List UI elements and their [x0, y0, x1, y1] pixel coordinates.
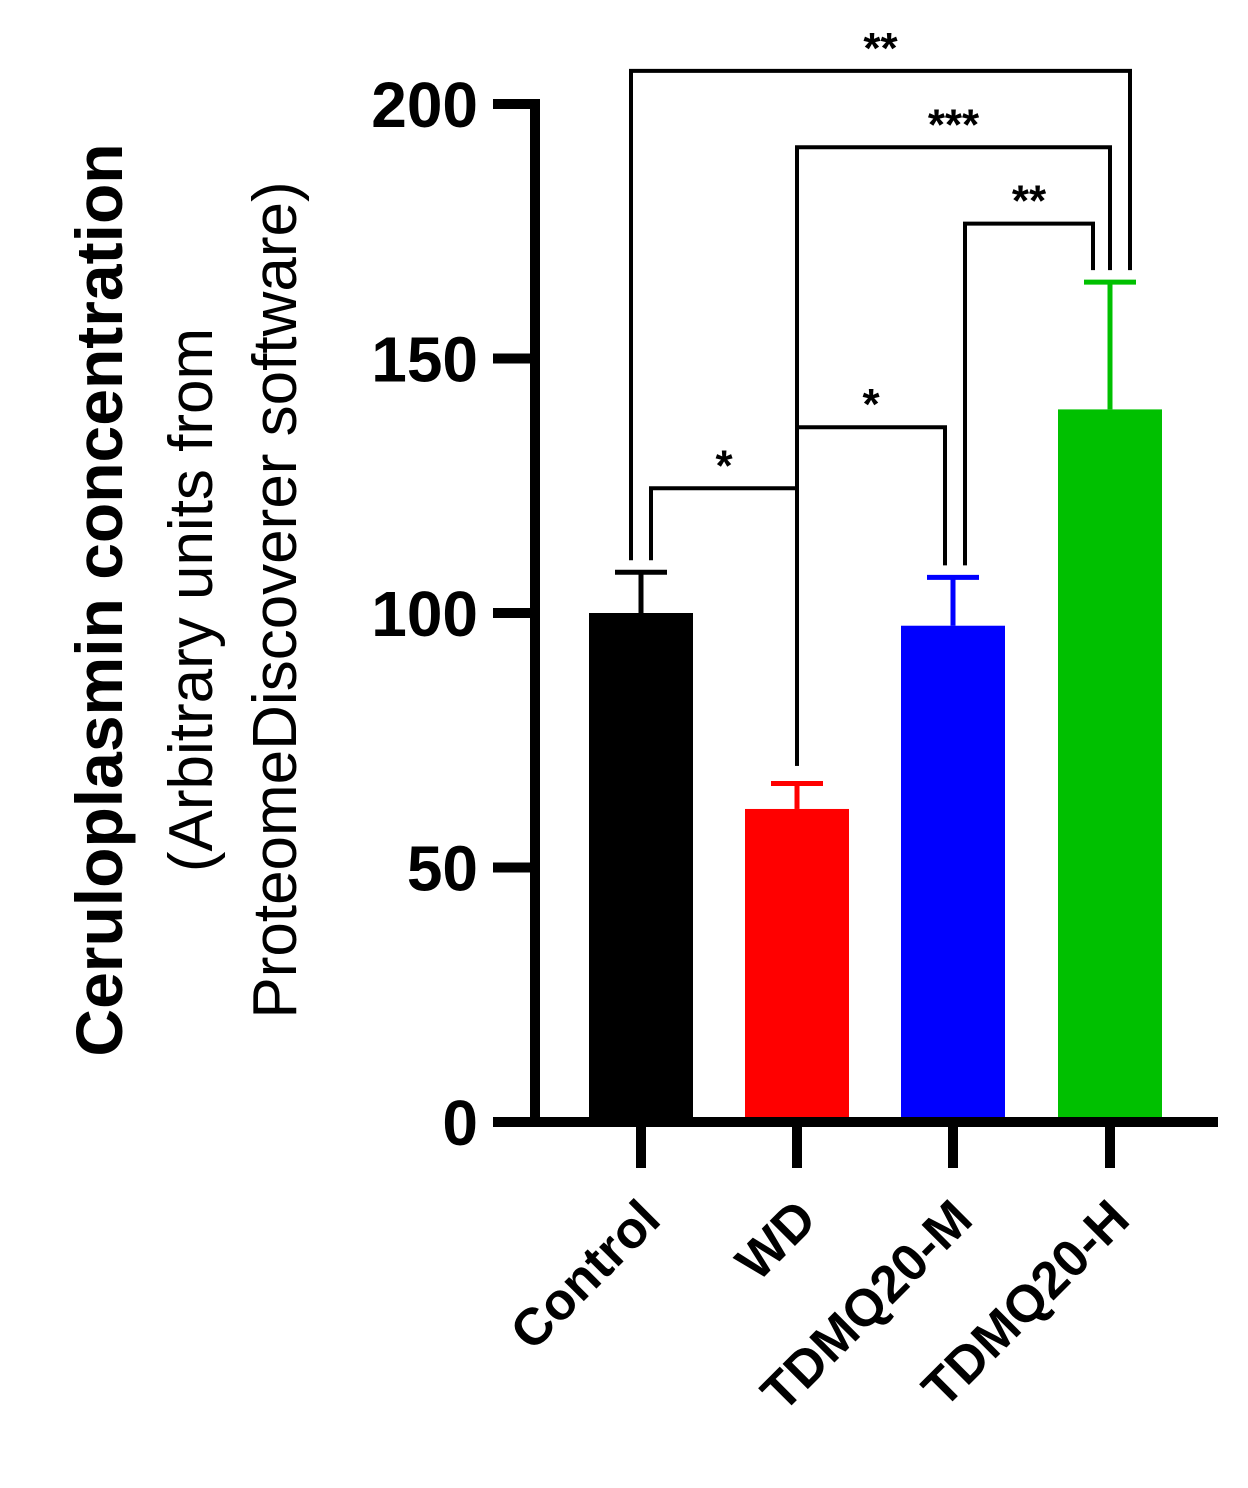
- bar-tdmq20-h: [1058, 409, 1162, 1122]
- y-axis-title: Ceruloplasmin concentration (Arbitrary u…: [62, 143, 310, 1056]
- significance-label: **: [1012, 177, 1047, 226]
- error-bars: [615, 279, 1136, 809]
- significance-label: *: [862, 380, 880, 429]
- significance-label: ***: [928, 100, 980, 149]
- y-tick-label: 100: [371, 578, 478, 650]
- significance-brackets: *********: [629, 24, 1132, 766]
- bars: [589, 409, 1162, 1122]
- y-axis-label-line-1: (Arbitrary units from: [157, 328, 226, 872]
- y-ticks: 0 50 100 150 200: [371, 69, 535, 1159]
- bar-wd: [745, 808, 849, 1122]
- y-axis-label-line-2: ProteomeDiscoverer software): [241, 181, 310, 1018]
- significance-label: **: [863, 24, 898, 73]
- x-tick-label-wd: WD: [725, 1189, 827, 1291]
- x-tick-label-control: Control: [500, 1189, 672, 1361]
- significance-bracket: [963, 221, 1095, 566]
- significance-bracket: [795, 145, 1112, 766]
- significance-label: *: [715, 441, 733, 490]
- y-tick-label: 150: [371, 324, 478, 396]
- y-tick-label: 0: [442, 1087, 478, 1159]
- y-axis-label-main: Ceruloplasmin concentration: [62, 143, 136, 1056]
- bar-control: [589, 613, 693, 1122]
- bar-tdmq20-m: [901, 625, 1005, 1122]
- y-tick-label: 200: [371, 69, 478, 141]
- significance-bracket: [629, 68, 1132, 561]
- y-tick-label: 50: [407, 833, 478, 905]
